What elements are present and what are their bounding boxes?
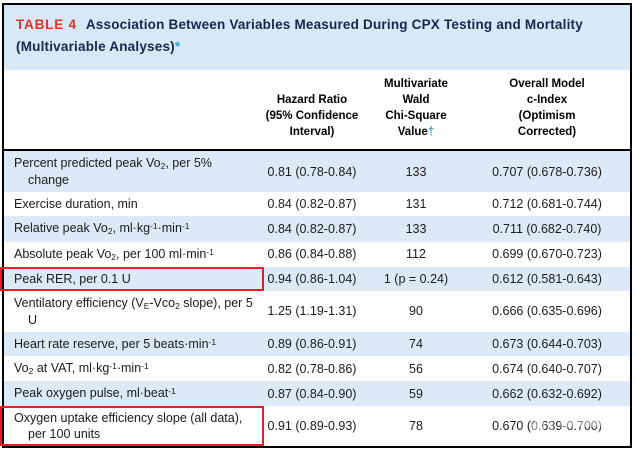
table-header: Hazard Ratio (95% Confidence Interval) Mul… [4, 69, 630, 151]
watermark-text [560, 411, 626, 437]
c-index-value: 0.711 (0.682-0.740) [492, 221, 602, 236]
table-row: Relative peak Vo2, ml·kg-1·min-1 0.84 (0… [4, 216, 630, 242]
chi-square-value: 78 [409, 418, 423, 433]
data-table: Hazard Ratio (95% Confidence Interval) Mul… [0, 69, 630, 447]
chi-square-value: 131 [405, 197, 427, 212]
chi-square-value: 112 [406, 247, 426, 262]
c-index-value: 0.712 (0.681-0.744) [492, 197, 602, 212]
c-index-value: 0.699 (0.670-0.723) [492, 247, 602, 262]
chi-square-value: 56 [409, 361, 423, 376]
table-row: Absolute peak Vo2, per 100 ml·min-1 0.86… [4, 242, 630, 267]
table-row: Exercise duration, min 0.84 (0.82-0.87) … [4, 192, 630, 216]
column-header-hazard-ratio: Hazard Ratio (95% Confidence Interval) [256, 69, 368, 151]
row-label: Exercise duration, min [14, 197, 138, 212]
column-header-chi-square: Multivariate Wald Chi-Square Value† [368, 69, 464, 151]
column-header-c-index: Overall Model c-Index (Optimism Corrected) [464, 69, 630, 151]
table-title-text: Association Between Variables Measured D… [16, 17, 583, 55]
watermark-icon [523, 411, 553, 441]
c-index-value: 0.666 (0.635-0.696) [492, 304, 602, 319]
hazard-ratio-value: 0.94 (0.86-1.04) [267, 271, 357, 286]
title-footnote-asterisk: * [174, 39, 181, 55]
chi-square-value: 90 [409, 304, 423, 319]
table-number: TABLE 4 [16, 17, 77, 32]
row-label: Oxygen uptake efficiency slope (all data… [0, 405, 264, 447]
hazard-ratio-value: 0.89 (0.86-0.91) [267, 337, 357, 352]
table-row: Peak oxygen pulse, ml·beat-1 0.87 (0.84-… [4, 381, 630, 406]
table-row-highlighted: Oxygen uptake efficiency slope (all data… [0, 405, 630, 447]
column-header-variable [4, 69, 256, 151]
row-label: Ventilatory efficiency (VE-Vco2 slope), … [14, 295, 253, 327]
row-label: Relative peak Vo2, ml·kg-1·min-1 [14, 221, 190, 237]
hazard-ratio-value: 0.86 (0.84-0.88) [267, 247, 357, 262]
row-label: Absolute peak Vo2, per 100 ml·min-1 [14, 246, 214, 262]
table-body: Percent predicted peak Vo2, per 5% chang… [0, 149, 630, 447]
chi-square-value: 133 [405, 164, 427, 179]
hazard-ratio-value: 0.84 (0.82-0.87) [267, 197, 357, 212]
table-frame: TABLE 4 Association Between Variables Mea… [0, 3, 632, 448]
row-label: Vo2 at VAT, ml·kg-1·min-1 [14, 361, 149, 377]
table-row: Heart rate reserve, per 5 beats·min-1 0.… [4, 332, 630, 357]
row-label: Peak RER, per 0.1 U [0, 266, 264, 292]
table-title-band: TABLE 4 Association Between Variables Mea… [4, 5, 630, 70]
hazard-ratio-value: 1.25 (1.19-1.31) [267, 304, 357, 319]
hazard-ratio-value: 0.91 (0.89-0.93) [267, 418, 357, 433]
chi-square-value: 133 [405, 221, 427, 236]
chi-square-value: 59 [409, 386, 423, 401]
row-label: Percent predicted peak Vo2, per 5% chang… [14, 155, 212, 187]
table-row: Percent predicted peak Vo2, per 5% chang… [4, 149, 630, 193]
watermark-logo [523, 411, 626, 441]
c-index-value: 0.662 (0.632-0.692) [492, 386, 602, 401]
row-label: Heart rate reserve, per 5 beats·min-1 [14, 337, 217, 352]
table-row: Vo2 at VAT, ml·kg-1·min-1 0.82 (0.78-0.8… [4, 356, 630, 381]
hazard-ratio-value: 0.87 (0.84-0.90) [267, 386, 357, 401]
hazard-ratio-value: 0.81 (0.78-0.84) [267, 164, 357, 179]
header-row: Hazard Ratio (95% Confidence Interval) Mul… [4, 69, 630, 151]
hazard-ratio-value: 0.84 (0.82-0.87) [267, 221, 357, 236]
chi-square-value: 1 (p = 0.24) [383, 271, 449, 286]
table-row-highlighted: Peak RER, per 0.1 U 0.94 (0.86-1.04) 1 (… [0, 266, 630, 292]
row-label: Peak oxygen pulse, ml·beat-1 [14, 386, 176, 401]
hazard-ratio-value: 0.82 (0.78-0.86) [267, 361, 357, 376]
table-row: Ventilatory efficiency (VE-Vco2 slope), … [4, 291, 630, 332]
c-index-value: 0.707 (0.678-0.736) [492, 164, 602, 179]
chi-square-value: 74 [409, 337, 423, 352]
c-index-value: 0.674 (0.640-0.707) [492, 361, 602, 376]
c-index-value: 0.673 (0.644-0.703) [492, 337, 602, 352]
c-index-value: 0.612 (0.581-0.643) [492, 271, 602, 286]
